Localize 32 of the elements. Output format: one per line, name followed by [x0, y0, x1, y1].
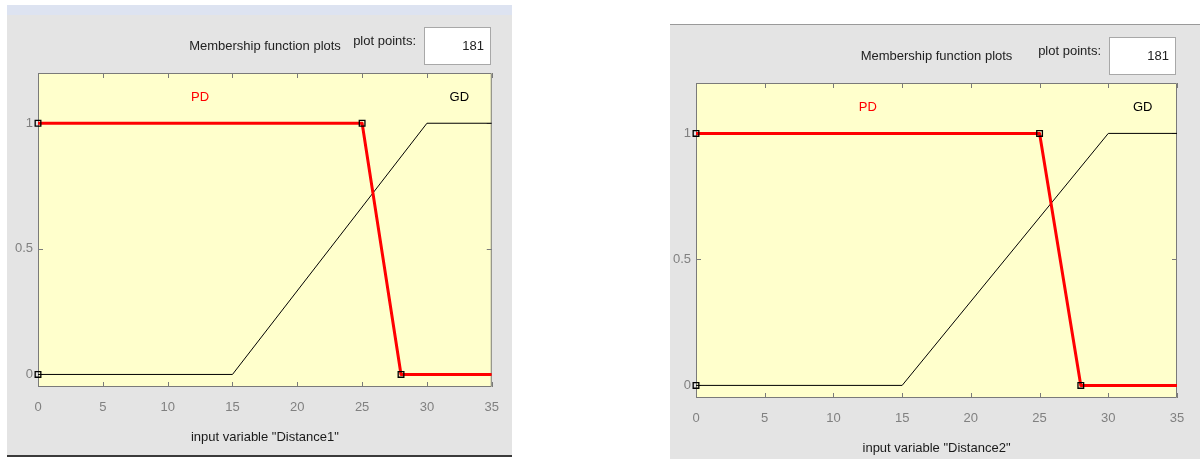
y-tick-label: 0 [683, 376, 691, 392]
series-label: GD [1132, 98, 1153, 114]
x-tick-label: 5 [99, 399, 107, 415]
series-label: PD [191, 88, 210, 104]
text-field: 181 [1109, 37, 1176, 75]
x-tick-label: 30 [1101, 410, 1116, 426]
y-tick-label: 0.5 [672, 250, 691, 266]
x-tick-label: 35 [484, 399, 499, 415]
chart-title: Membership function plots [860, 48, 1013, 63]
y-tick-label: 0 [25, 366, 33, 382]
x-tick-label: 10 [160, 399, 175, 415]
x-tick-label: 35 [1169, 410, 1185, 426]
x-tick-label: 15 [225, 399, 240, 415]
text: plot points: [353, 33, 416, 48]
x-axis-title: input variable "Distance1" [190, 428, 340, 444]
chart-title: Membership function plots [189, 38, 341, 53]
x-tick-label: 10 [826, 410, 841, 426]
y-tick-label: 0.5 [14, 240, 33, 256]
x-tick-label: 15 [894, 410, 910, 426]
x-tick-label: 25 [1032, 410, 1047, 426]
x-tick-label: 20 [963, 410, 979, 426]
series-label: GD [449, 88, 470, 104]
series-label: PD [858, 98, 877, 114]
x-tick-label: 25 [354, 399, 370, 415]
x-axis-title: input variable "Distance2" [862, 439, 1011, 455]
x-tick-label: 5 [761, 410, 769, 426]
x-tick-label: 30 [419, 399, 435, 415]
text-field: 181 [424, 27, 491, 65]
x-tick-label: 20 [290, 399, 305, 415]
text: plot points: [1038, 43, 1101, 58]
y-tick-label: 1 [25, 114, 33, 130]
y-tick-label: 1 [683, 124, 691, 140]
